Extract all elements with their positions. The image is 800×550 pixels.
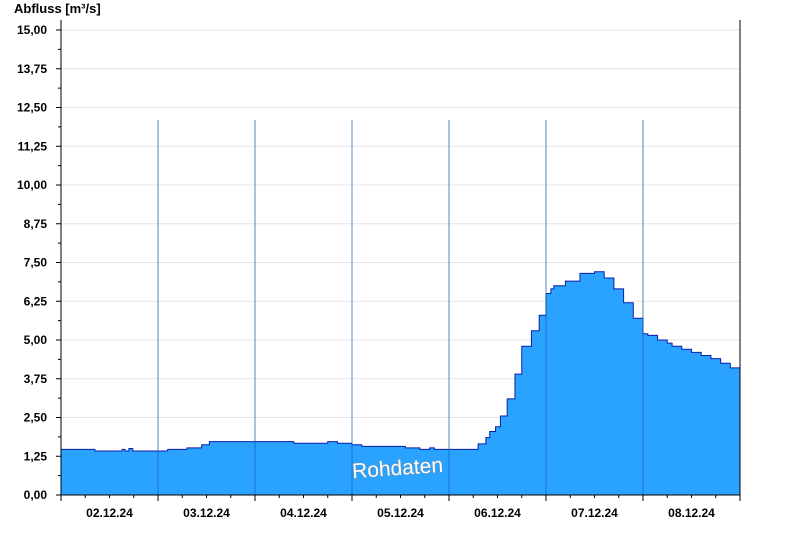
x-tick-label: 07.12.24 (571, 506, 618, 520)
x-tick-label: 08.12.24 (668, 506, 715, 520)
y-tick-label: 12,50 (17, 101, 47, 115)
y-tick-labels: 0,00 1,25 2,50 3,75 5,00 6,25 7,50 8,75 10,00 11,… (17, 23, 47, 502)
y-tick-label: 3,75 (24, 372, 48, 386)
y-tick-label: 6,25 (24, 294, 48, 308)
discharge-line (61, 271, 741, 452)
y-tick-label: 15,00 (17, 23, 47, 37)
x-tick-label: 05.12.24 (377, 506, 424, 520)
axes (56, 20, 741, 501)
y-tick-label: 13,75 (17, 62, 47, 76)
discharge-area (61, 271, 740, 495)
x-tick-labels: 02.12.24 03.12.24 04.12.24 05.12.24 06.12.24… (86, 506, 715, 520)
y-tick-label: 5,00 (24, 333, 48, 347)
y-axis-title: Abfluss [m³/s] (14, 1, 101, 16)
x-tick-label: 04.12.24 (280, 506, 327, 520)
x-tick-label: 02.12.24 (86, 506, 133, 520)
y-tick-label: 2,50 (24, 411, 48, 425)
y-tick-label: 1,25 (24, 449, 48, 463)
y-tick-label: 10,00 (17, 178, 47, 192)
x-tick-label: 06.12.24 (474, 506, 521, 520)
y-tick-label: 0,00 (24, 488, 48, 502)
y-tick-label: 8,75 (24, 217, 48, 231)
y-tick-label: 7,50 (24, 256, 48, 270)
day-separators (157, 120, 644, 495)
x-tick-label: 03.12.24 (183, 506, 230, 520)
y-tick-label: 11,25 (18, 139, 48, 153)
